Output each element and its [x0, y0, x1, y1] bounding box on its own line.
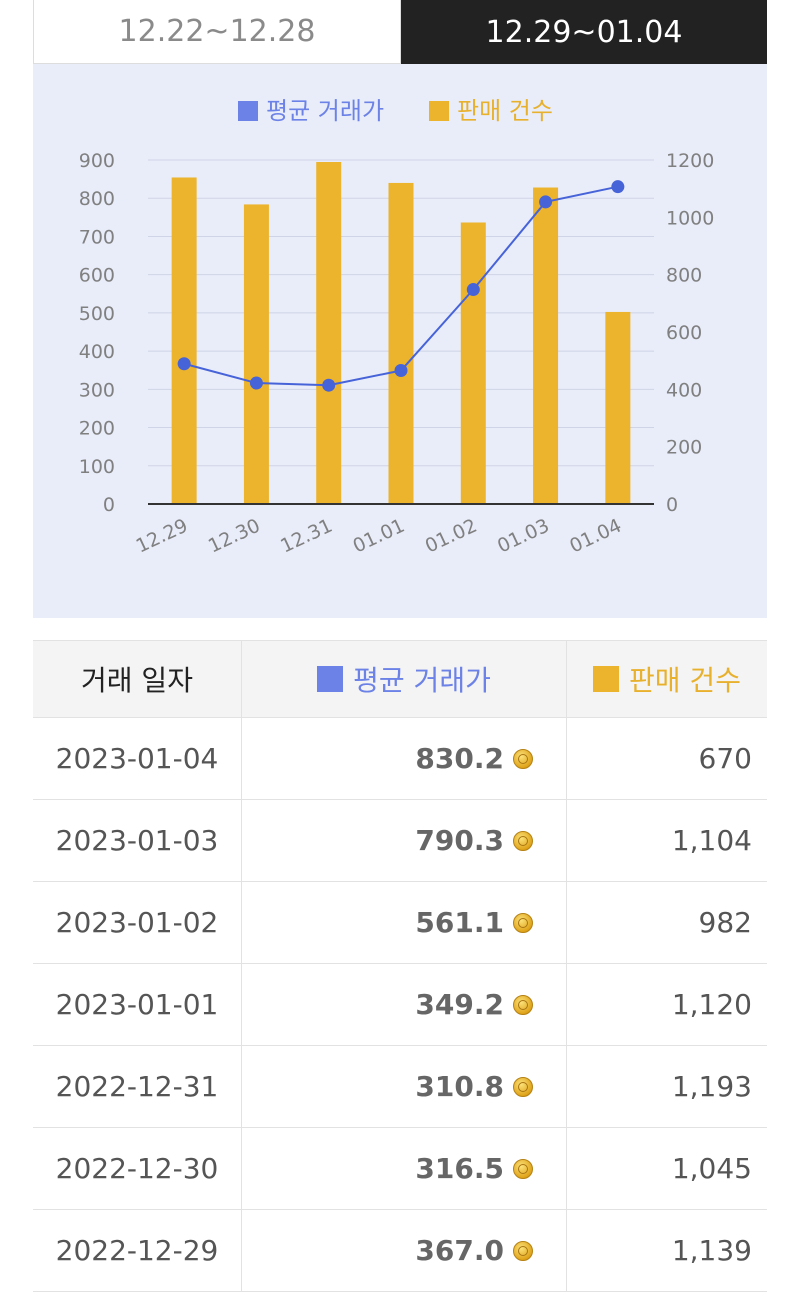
line-point [539, 195, 553, 209]
header-price-label: 평균 거래가 [353, 664, 491, 697]
table-row: 2023-01-04 830.2 670 [33, 718, 767, 800]
x-axis-tick: 01.03 [494, 515, 553, 558]
line-point [177, 357, 191, 371]
gold-coin-icon [513, 830, 533, 851]
row-price: 310.8 [242, 1046, 567, 1127]
legend-line-label: 평균 거래가 [266, 97, 384, 125]
right-axis-tick: 1200 [666, 150, 714, 172]
chart-canvas: 평균 거래가 판매 건수 0 100 200 300 400 500 600 700 800 900 0… [79, 97, 715, 558]
x-axis-tick: 12.31 [277, 515, 336, 558]
bar [460, 222, 486, 504]
table-row: 2023-01-01 349.2 1,120 [33, 964, 767, 1046]
row-price: 316.5 [242, 1128, 567, 1209]
bar [316, 162, 342, 505]
row-price-value: 310.8 [415, 1070, 504, 1103]
table-row: 2022-12-29 367.0 1,139 [33, 1210, 767, 1292]
gold-coin-icon [513, 1240, 533, 1261]
bar [605, 311, 631, 504]
legend-line-swatch-icon [238, 101, 258, 121]
line-point [611, 180, 625, 194]
table-row: 2022-12-31 310.8 1,193 [33, 1046, 767, 1128]
line-point [394, 364, 408, 378]
bar [388, 182, 414, 504]
row-price-value: 316.5 [415, 1152, 504, 1185]
row-count: 1,139 [671, 1234, 752, 1267]
row-price: 830.2 [242, 718, 567, 799]
x-axis-tick: 01.04 [566, 515, 625, 558]
header-count-label: 판매 건수 [629, 664, 741, 697]
x-axis-tick: 01.02 [422, 515, 481, 558]
row-date: 2022-12-30 [33, 1128, 242, 1209]
row-price: 367.0 [242, 1210, 567, 1291]
row-date: 2023-01-01 [33, 964, 242, 1045]
row-price-value: 790.3 [415, 824, 504, 857]
row-date: 2023-01-04 [33, 718, 242, 799]
row-price: 790.3 [242, 800, 567, 881]
tab-previous-week[interactable]: 12.22~12.28 [33, 0, 401, 64]
table-body: 2023-01-04 830.2 670 2023-01-03 790.3 1,104 20… [33, 718, 767, 1292]
left-axis-tick: 300 [79, 379, 115, 401]
x-axis-tick: 12.29 [133, 515, 192, 558]
left-axis-tick: 200 [79, 418, 115, 440]
gold-coin-icon [513, 1158, 533, 1179]
left-axis-tick: 600 [79, 265, 115, 287]
gold-coin-icon [513, 1076, 533, 1097]
right-axis-tick: 1000 [666, 207, 714, 229]
legend-blue-square-icon [317, 666, 344, 692]
row-count: 1,045 [671, 1152, 752, 1185]
row-price-value: 830.2 [415, 742, 504, 775]
line-point [249, 376, 263, 390]
period-tabs: 12.22~12.28 12.29~01.04 [33, 0, 767, 64]
x-axis-tick: 01.01 [350, 515, 409, 558]
left-axis-tick: 400 [79, 341, 115, 363]
bar [243, 204, 269, 504]
row-date: 2023-01-02 [33, 882, 242, 963]
gold-coin-icon [513, 994, 533, 1015]
table-row: 2023-01-03 790.3 1,104 [33, 800, 767, 882]
line-point [322, 378, 336, 392]
row-price: 349.2 [242, 964, 567, 1045]
x-axis-tick: 12.30 [205, 515, 264, 558]
header-count: 판매 건수 [567, 641, 767, 717]
left-axis-tick: 700 [79, 226, 115, 248]
line-point [466, 283, 480, 297]
row-count: 982 [698, 906, 752, 939]
row-date: 2022-12-29 [33, 1210, 242, 1291]
legend-gold-square-icon [593, 666, 620, 692]
row-count: 670 [698, 742, 752, 775]
table-header: 거래 일자 평균 거래가 판매 건수 [33, 641, 767, 718]
price-volume-chart: 평균 거래가 판매 건수 0 100 200 300 400 500 600 700 800 900 0… [33, 64, 767, 618]
row-date: 2022-12-31 [33, 1046, 242, 1127]
right-axis-tick: 800 [666, 265, 702, 287]
right-axis-tick: 0 [666, 494, 678, 516]
row-count: 1,193 [671, 1070, 752, 1103]
row-count: 1,120 [671, 988, 752, 1021]
trade-table: 거래 일자 평균 거래가 판매 건수 2023-01-04 830.2 670 202… [33, 640, 767, 1292]
gold-coin-icon [513, 748, 533, 769]
right-axis-tick: 200 [666, 437, 702, 459]
row-price: 561.1 [242, 882, 567, 963]
right-axis-tick: 400 [666, 379, 702, 401]
bar [171, 177, 197, 504]
row-price-value: 367.0 [415, 1234, 504, 1267]
left-axis-tick: 800 [79, 188, 115, 210]
left-axis-tick: 500 [79, 303, 115, 325]
gold-coin-icon [513, 912, 533, 933]
table-row: 2022-12-30 316.5 1,045 [33, 1128, 767, 1210]
header-date: 거래 일자 [33, 641, 242, 717]
row-count: 1,104 [671, 824, 752, 857]
row-price-value: 561.1 [415, 906, 504, 939]
row-date: 2023-01-03 [33, 800, 242, 881]
bar [533, 187, 559, 504]
legend-bar-swatch-icon [429, 101, 449, 121]
left-axis-tick: 0 [103, 494, 115, 516]
left-axis-tick: 900 [79, 150, 115, 172]
right-axis-tick: 600 [666, 322, 702, 344]
left-axis-tick: 100 [79, 456, 115, 478]
header-price: 평균 거래가 [242, 641, 567, 717]
row-price-value: 349.2 [415, 988, 504, 1021]
legend-bar-label: 판매 건수 [457, 97, 553, 125]
table-row: 2023-01-02 561.1 982 [33, 882, 767, 964]
tab-current-week[interactable]: 12.29~01.04 [401, 0, 767, 64]
